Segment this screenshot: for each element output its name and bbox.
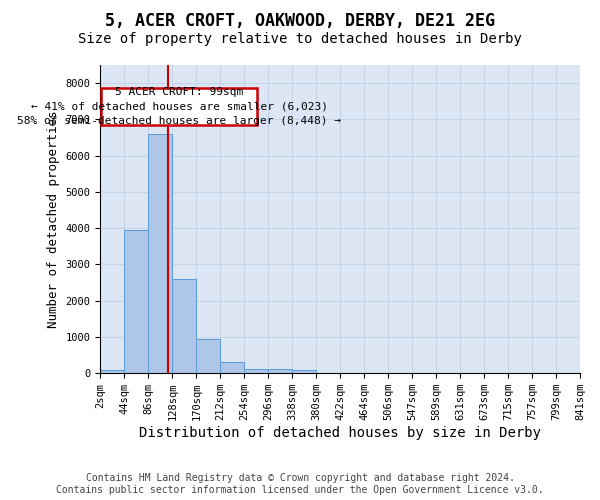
Text: Size of property relative to detached houses in Derby: Size of property relative to detached ho… (78, 32, 522, 46)
Text: Contains HM Land Registry data © Crown copyright and database right 2024.
Contai: Contains HM Land Registry data © Crown c… (56, 474, 544, 495)
Bar (148, 134, 172, 373)
Bar (292, 370, 316, 373)
Bar (196, 339, 220, 373)
Bar (220, 362, 244, 373)
Bar (244, 368, 268, 373)
Bar (101, 88, 257, 125)
X-axis label: Distribution of detached houses by size in Derby: Distribution of detached houses by size … (139, 426, 541, 440)
Bar (172, 279, 196, 373)
Text: 5, ACER CROFT, OAKWOOD, DERBY, DE21 2EG: 5, ACER CROFT, OAKWOOD, DERBY, DE21 2EG (105, 12, 495, 30)
Bar (100, 370, 124, 373)
Y-axis label: Number of detached properties: Number of detached properties (47, 110, 60, 328)
Bar (268, 369, 292, 373)
Bar (124, 230, 148, 373)
Text: 5 ACER CROFT: 99sqm
← 41% of detached houses are smaller (6,023)
58% of semi-det: 5 ACER CROFT: 99sqm ← 41% of detached ho… (17, 86, 341, 126)
